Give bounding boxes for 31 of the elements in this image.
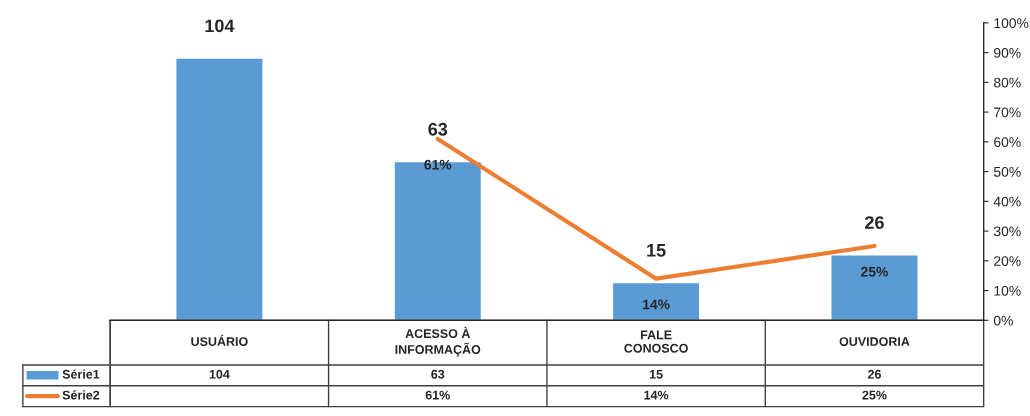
data-label: 26 bbox=[867, 369, 881, 379]
y2-tick-label: 40% bbox=[993, 196, 1021, 207]
data-label: 15 bbox=[649, 369, 663, 379]
legend-label: Série2 bbox=[62, 390, 100, 400]
data-label: 63 bbox=[431, 369, 445, 379]
y2-tick-label: 60% bbox=[994, 137, 1021, 148]
x-tick-label: ACESSO À INFORMAÇÃO bbox=[395, 326, 481, 357]
data-label: 61% bbox=[425, 390, 450, 400]
y2-tick-label: 30% bbox=[993, 226, 1021, 237]
text: 63 bbox=[428, 122, 448, 136]
text: 26 bbox=[865, 216, 884, 229]
text: 25% bbox=[861, 266, 888, 277]
data-label: 14% bbox=[644, 390, 669, 400]
y2-tick-label: 10% bbox=[994, 285, 1021, 296]
x-tick-label: FALE CONOSCO bbox=[624, 330, 688, 353]
text: 15 bbox=[647, 244, 666, 257]
y2-tick-label: 50% bbox=[993, 166, 1021, 177]
y2-tick-label: 80% bbox=[993, 77, 1021, 88]
data-label: 104 bbox=[209, 369, 230, 379]
x-tick-label: USUÁRIO bbox=[191, 334, 248, 346]
y2-tick-label: 20% bbox=[994, 256, 1021, 266]
text: 61% bbox=[424, 159, 452, 170]
text: 104 bbox=[205, 19, 235, 33]
y2-tick-label: 70% bbox=[994, 107, 1021, 118]
legend-label: Série1 bbox=[62, 369, 100, 379]
text: 14% bbox=[643, 299, 670, 310]
x-tick-label: OUVIDORIA bbox=[839, 337, 910, 346]
data-label: 25% bbox=[862, 390, 887, 400]
y2-tick-label: 0% bbox=[993, 315, 1013, 326]
y2-tick-label: 100% bbox=[994, 18, 1029, 29]
y2-tick-label: 90% bbox=[994, 47, 1021, 58]
